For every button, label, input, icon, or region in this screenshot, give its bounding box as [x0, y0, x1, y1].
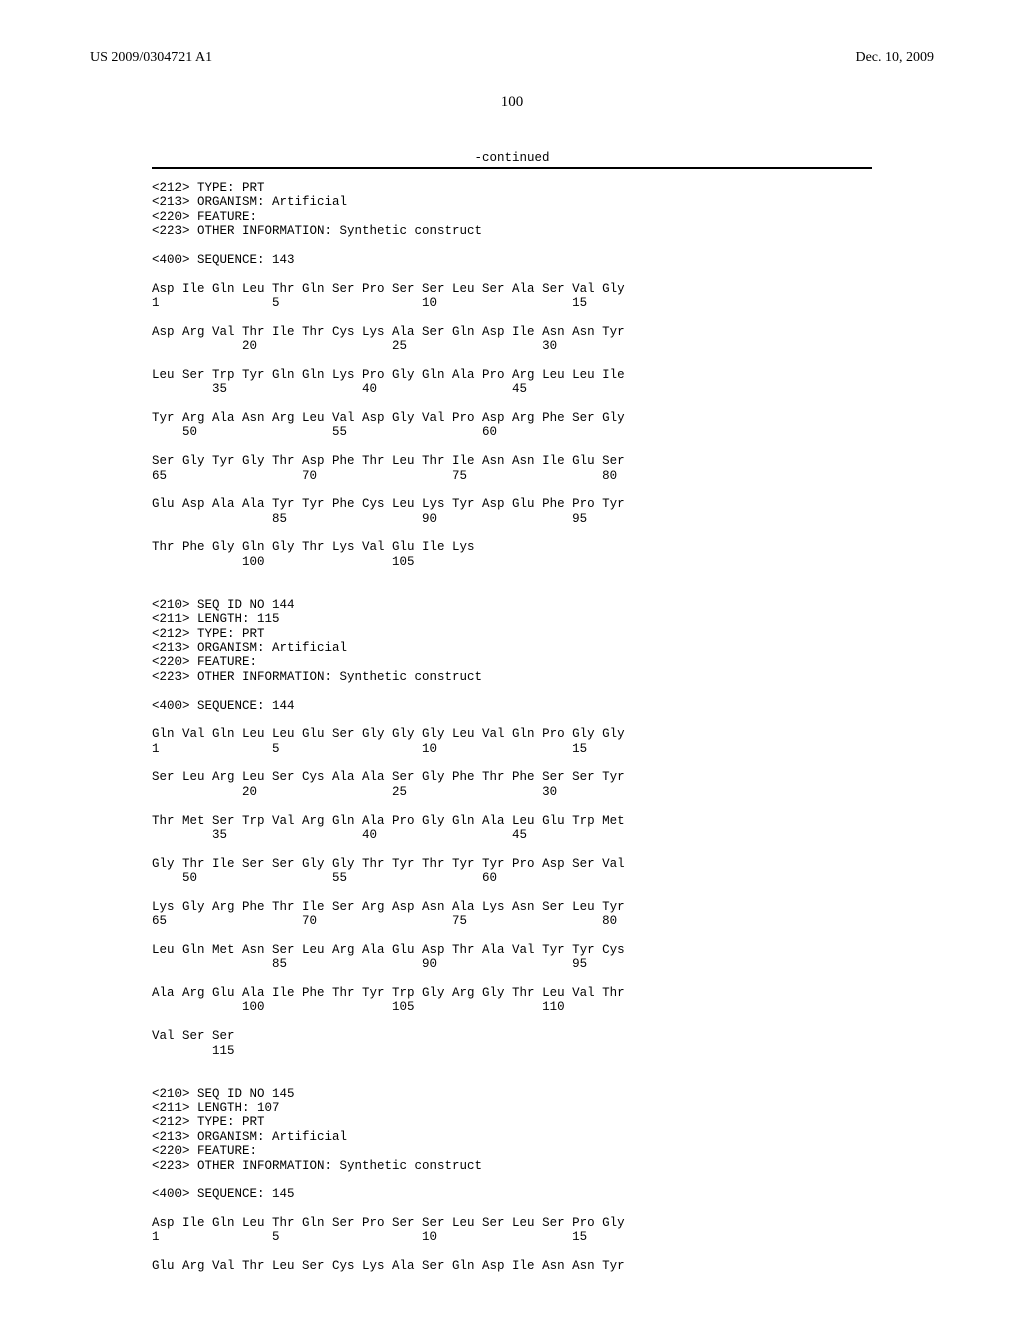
continued-label: -continued: [152, 151, 872, 165]
publication-number: US 2009/0304721 A1: [90, 50, 212, 66]
page-number: 100: [90, 94, 934, 111]
patent-page: US 2009/0304721 A1 Dec. 10, 2009 100 -co…: [0, 0, 1024, 1324]
publication-date: Dec. 10, 2009: [855, 50, 934, 66]
sequence-listing: <212> TYPE: PRT <213> ORGANISM: Artifici…: [152, 181, 872, 1274]
horizontal-rule: [152, 167, 872, 169]
continued-block: -continued: [152, 151, 872, 169]
page-header: US 2009/0304721 A1 Dec. 10, 2009: [90, 50, 934, 66]
